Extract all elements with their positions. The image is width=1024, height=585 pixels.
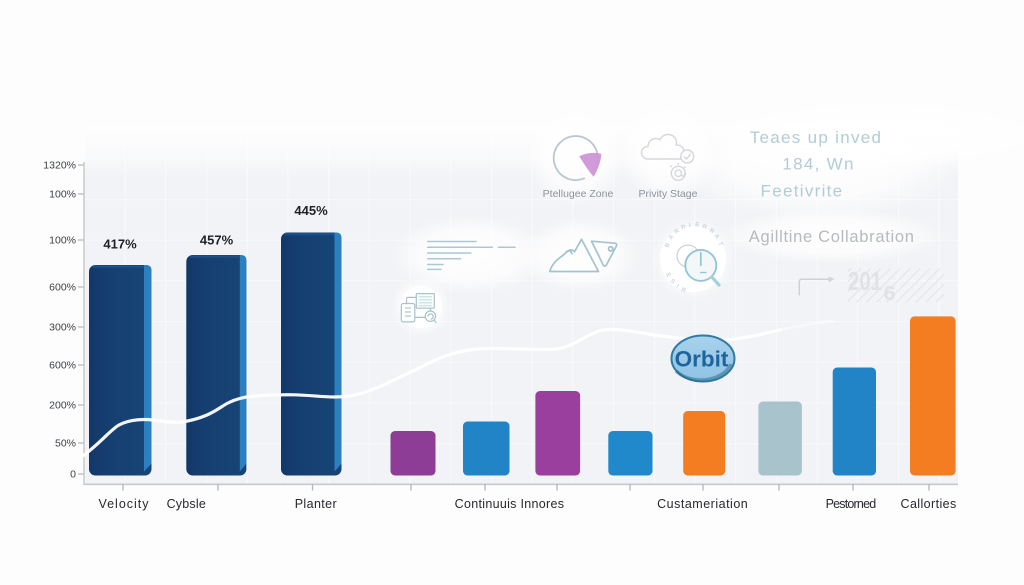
svg-text:457%: 457% (200, 233, 234, 248)
svg-text:E: E (695, 222, 700, 229)
svg-text:S: S (669, 278, 676, 285)
svg-text:Ptellugee Zone: Ptellugee Zone (543, 188, 614, 200)
svg-text:A: A (712, 233, 720, 241)
svg-text:100%: 100% (49, 189, 76, 201)
svg-text:Pestorned: Pestorned (826, 497, 877, 511)
svg-text:R: R (681, 224, 688, 231)
svg-text:T: T (716, 241, 723, 247)
svg-text:Planter: Planter (295, 497, 337, 511)
svg-text:600%: 600% (49, 282, 76, 294)
svg-text:Agilltine Collabration: Agilltine Collabration (749, 228, 915, 246)
svg-text:Teaes up inved: Teaes up inved (750, 128, 883, 147)
svg-text:300%: 300% (49, 322, 76, 334)
svg-text:Cybsle: Cybsle (167, 497, 206, 511)
svg-text:Custameriation: Custameriation (657, 497, 748, 511)
svg-text:E: E (664, 272, 671, 278)
svg-text:Feetivrite: Feetivrite (761, 182, 844, 201)
svg-text:1320%: 1320% (43, 160, 76, 172)
svg-text:Callorties: Callorties (901, 497, 957, 511)
svg-text:Orbit: Orbit (675, 347, 729, 372)
svg-text:6: 6 (884, 283, 896, 305)
svg-text:201: 201 (848, 266, 882, 296)
svg-text:B: B (664, 242, 672, 249)
svg-text:417%: 417% (103, 237, 137, 252)
svg-text:R: R (680, 287, 687, 294)
svg-text:600%: 600% (49, 360, 76, 372)
svg-text:200%: 200% (49, 400, 76, 412)
svg-text:0: 0 (70, 469, 76, 481)
svg-text:R: R (701, 224, 708, 231)
svg-text:A: A (668, 234, 676, 242)
svg-text:Velocity: Velocity (98, 497, 149, 511)
svg-text:Privity Stage: Privity Stage (639, 188, 698, 200)
svg-text:I: I (689, 223, 692, 229)
svg-text:R: R (674, 228, 682, 236)
svg-text:50%: 50% (55, 438, 76, 450)
svg-text:R: R (708, 228, 716, 236)
svg-text:184, Wn: 184, Wn (782, 155, 854, 174)
svg-text:445%: 445% (294, 203, 328, 218)
svg-text:Continuuis Innores: Continuuis Innores (455, 497, 565, 511)
svg-text:I: I (675, 284, 680, 290)
svg-text:100%: 100% (49, 235, 76, 247)
